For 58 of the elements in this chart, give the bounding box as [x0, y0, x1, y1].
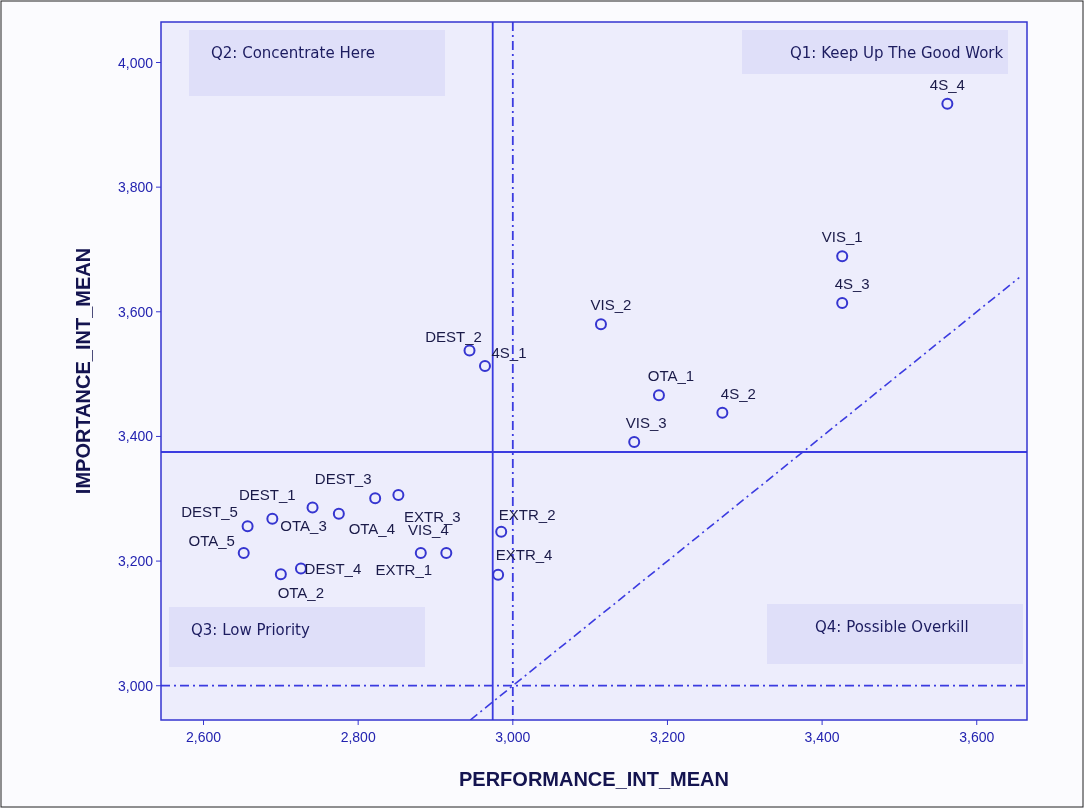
point: [941, 97, 954, 110]
point: [237, 546, 250, 559]
annotation: EXTR_1: [375, 560, 433, 578]
x-tick-label: 3,400: [804, 729, 840, 745]
annotation: DEST_5: [181, 503, 238, 521]
x-axis-title: PERFORMANCE_INT_MEAN: [458, 768, 730, 790]
x-tick-label: 3,000: [495, 729, 531, 745]
annotation: VIS_1: [821, 228, 863, 246]
annotation: Q2: Concentrate Here: [211, 44, 376, 62]
point: [495, 525, 508, 538]
annotation: OTA_5: [188, 531, 235, 549]
y-tick-label: 3,400: [117, 428, 154, 445]
annotation: Q4: Possible Overkill: [815, 618, 969, 636]
x-tick-label: 3,200: [649, 729, 686, 745]
annotation: DEST_4: [304, 559, 362, 577]
y-tick-label: 3,600: [117, 303, 154, 320]
annotation: OTA_1: [647, 367, 695, 385]
annotation: EXTR_2: [498, 505, 556, 523]
annotation: OTA_3: [280, 517, 327, 535]
point: [628, 436, 641, 449]
y-tick-label: 3,200: [117, 553, 154, 570]
y-tick-label: 3,000: [117, 677, 154, 694]
point: [369, 492, 382, 505]
annotation: Q3: Low Priority: [191, 621, 310, 639]
annotation: 4S_3: [834, 275, 870, 293]
x-tick-label: 2,800: [340, 729, 376, 745]
point: [274, 568, 287, 581]
annotation: VIS_3: [625, 414, 667, 432]
point: [716, 406, 729, 419]
point: [492, 568, 505, 581]
point: [392, 489, 405, 502]
annotation: OTA_2: [277, 584, 325, 602]
point: [652, 389, 665, 402]
y-tick-label: 4,000: [117, 54, 154, 71]
y-tick-label: 3,800: [117, 179, 154, 196]
annotation: OTA_4: [348, 519, 396, 537]
annotation: 4S_2: [720, 384, 756, 402]
point: [594, 318, 607, 331]
annotation: DEST_1: [238, 485, 296, 503]
point: [440, 546, 453, 559]
point: [241, 520, 254, 533]
x-tick-label: 2,600: [186, 729, 222, 745]
annotation: 4S_4: [929, 75, 965, 93]
point: [463, 344, 476, 357]
annotation: DEST_3: [314, 470, 372, 488]
annotation: DEST_2: [425, 328, 482, 346]
annotation: VIS_2: [590, 296, 632, 314]
y-axis-title: IMPORTANCE_INT_MEAN: [72, 247, 94, 495]
x-tick-label: 3,600: [959, 729, 995, 745]
annotation: EXTR_4: [495, 545, 553, 563]
point: [332, 507, 345, 520]
annotation: Q1: Keep Up The Good Work: [790, 44, 1004, 62]
point: [414, 546, 427, 559]
point: [266, 512, 279, 525]
point: [836, 297, 849, 310]
point: [478, 360, 491, 373]
point: [306, 501, 319, 514]
point: [836, 250, 849, 263]
